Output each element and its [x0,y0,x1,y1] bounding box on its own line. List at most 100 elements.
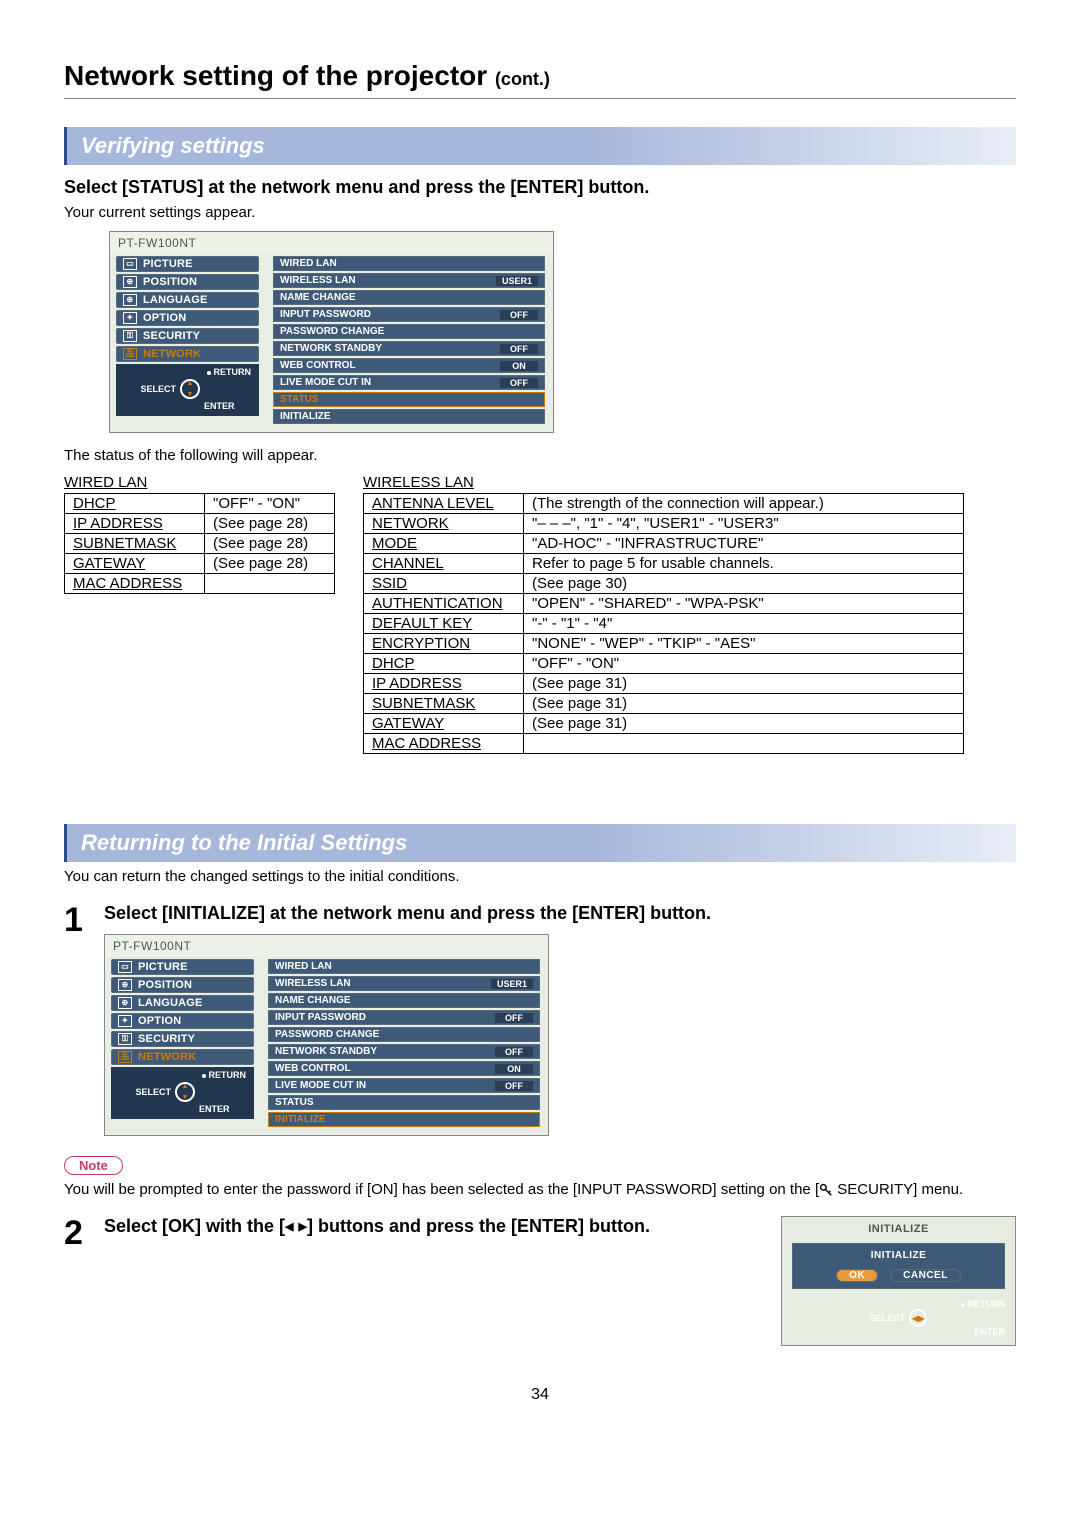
table-cell-key: NETWORK [364,514,524,534]
step-2-text: Select [OK] with the [◀ ▶] buttons and p… [104,1216,751,1237]
osd-item-network-standby[interactable]: NETWORK STANDBYOFF [273,341,545,356]
osd-item-label: WIRED LAN [280,258,337,269]
osd-item-password-change[interactable]: PASSWORD CHANGE [268,1027,540,1042]
network-icon: 品 [123,348,137,360]
osd-item-value: OFF [500,378,538,388]
init-ok-button[interactable]: OK [836,1269,878,1282]
osd-tab-language[interactable]: ⊕LANGUAGE [116,292,259,308]
osd-tab-language[interactable]: ⊕ LANGUAGE [111,995,254,1011]
osd-tab-option[interactable]: ✦OPTION [111,1013,254,1029]
osd-item-input-password[interactable]: INPUT PASSWORDOFF [273,307,545,322]
osd-right-items-status: WIRED LAN WIRELESS LANUSER1 NAME CHANGE INP… [265,254,553,432]
osd-tab-security[interactable]: ⚿ SECURITY [116,328,259,344]
osd-item-web-control[interactable]: WEB CONTROL ON [273,358,545,373]
table-cell-key: MODE [364,534,524,554]
table-cell-value: (See page 28) [205,534,335,554]
osd-item-name-change[interactable]: NAME CHANGE [273,290,545,305]
wireless-caption: WIRELESS LAN [363,474,964,491]
osd-item-wired-lan[interactable]: WIRED LAN [273,256,545,271]
osd-tab-network[interactable]: 品NETWORK [111,1049,254,1065]
osd-item-value: OFF [500,344,538,354]
osd-tab-label: LANGUAGE [138,997,203,1009]
osd-item-initialize[interactable]: INITIALIZE [273,409,545,424]
note-label: Note [79,1158,108,1173]
table-cell-value: Refer to page 5 for usable channels. [524,554,964,574]
table-cell-key: ANTENNA LEVEL [364,494,524,514]
osd-tab-label: NETWORK [138,1051,196,1063]
osd-nav: RETURN SELECT ENTER [111,1067,254,1119]
init-dialog-header: INITIALIZE [782,1217,1015,1239]
osd-item-value: ON [500,361,538,371]
osd-tab-option[interactable]: ✦OPTION [116,310,259,326]
osd-item-status[interactable]: STATUS [273,392,545,407]
language-icon: ⊕ [123,294,137,306]
osd-item-name-change[interactable]: NAME CHANGE [268,993,540,1008]
osd-tab-label: PICTURE [138,961,188,973]
osd-item-label: PASSWORD CHANGE [280,326,384,337]
osd-item-status[interactable]: STATUS [268,1095,540,1110]
osd-item-label: NAME CHANGE [280,292,356,303]
verify-instruction: Select [STATUS] at the network menu and … [64,177,1016,198]
table-cell-key: GATEWAY [364,714,524,734]
osd-tab-picture[interactable]: ▭PICTURE [111,959,254,975]
table-row: CHANNELRefer to page 5 for usable channe… [364,554,964,574]
osd-tab-security[interactable]: ⚿SECURITY [111,1031,254,1047]
table-cell-value: (See page 30) [524,574,964,594]
osd-tab-network[interactable]: 品NETWORK [116,346,259,362]
step-1: 1 Select [INITIALIZE] at the network men… [64,903,1016,1150]
osd-tab-position[interactable]: ⊕POSITION [111,977,254,993]
init-return-label: RETURN [968,1299,1006,1309]
security-icon: ⚿ [123,330,137,342]
note-text-post: SECURITY] menu. [833,1181,963,1198]
osd-item-live-mode-cut-in[interactable]: LIVE MODE CUT INOFF [273,375,545,390]
wireless-table: ANTENNA LEVEL(The strength of the connec… [363,493,964,754]
init-dialog-subbox: INITIALIZE OK CANCEL [792,1243,1005,1289]
position-icon: ⊕ [118,979,132,991]
osd-item-web-control[interactable]: WEB CONTROL ON [268,1061,540,1076]
osd-tab-label: SECURITY [143,330,200,342]
table-row: ANTENNA LEVEL(The strength of the connec… [364,494,964,514]
init-enter-label: ENTER [974,1327,1005,1337]
osd-item-label: LIVE MODE CUT IN [275,1080,366,1091]
osd-tab-position[interactable]: ⊕POSITION [116,274,259,290]
osd-menu-status: PT-FW100NT ▭PICTURE⊕POSITION⊕LANGUAGE✦OP… [109,231,554,433]
osd-item-label: WEB CONTROL [275,1063,351,1074]
table-cell-value: (See page 31) [524,694,964,714]
table-cell-value: (See page 31) [524,674,964,694]
table-row: SUBNETMASK(See page 28) [65,534,335,554]
table-cell-key: SSID [364,574,524,594]
osd-item-wired-lan[interactable]: WIRED LAN [268,959,540,974]
osd-item-initialize[interactable]: INITIALIZE [268,1112,540,1127]
osd-item-live-mode-cut-in[interactable]: LIVE MODE CUT INOFF [268,1078,540,1093]
security-icon: ⚿ [118,1033,132,1045]
osd-item-label: STATUS [280,394,319,405]
osd-item-value: USER1 [496,276,538,286]
table-row: IP ADDRESS(See page 31) [364,674,964,694]
osd-item-network-standby[interactable]: NETWORK STANDBYOFF [268,1044,540,1059]
osd-item-wireless-lan[interactable]: WIRELESS LANUSER1 [268,976,540,991]
language-icon: ⊕ [118,997,132,1009]
note-block: Note [64,1150,1016,1175]
table-cell-key: GATEWAY [65,554,205,574]
osd-item-password-change[interactable]: PASSWORD CHANGE [273,324,545,339]
init-cancel-button[interactable]: CANCEL [890,1269,961,1282]
osd-item-label: INITIALIZE [275,1114,326,1125]
osd-tab-picture[interactable]: ▭PICTURE [116,256,259,272]
osd-item-input-password[interactable]: INPUT PASSWORDOFF [268,1010,540,1025]
osd-item-label: NETWORK STANDBY [275,1046,377,1057]
osd-item-wireless-lan[interactable]: WIRELESS LANUSER1 [273,273,545,288]
osd-item-label: WEB CONTROL [280,360,356,371]
table-row: SSID(See page 30) [364,574,964,594]
wired-caption: WIRED LAN [64,474,335,491]
section-bar-verifying: Verifying settings [64,127,1016,165]
table-cell-value: "AD-HOC" - "INFRASTRUCTURE" [524,534,964,554]
table-row: SUBNETMASK(See page 31) [364,694,964,714]
osd-item-label: INITIALIZE [280,411,331,422]
title-rule [64,98,1016,99]
osd-item-value: ON [495,1064,533,1074]
table-row: DHCP"OFF" - "ON" [364,654,964,674]
table-row: AUTHENTICATION"OPEN" - "SHARED" - "WPA-P… [364,594,964,614]
page-title-cont: (cont.) [495,69,550,89]
table-row: GATEWAY(See page 28) [65,554,335,574]
page-number: 34 [64,1386,1016,1404]
